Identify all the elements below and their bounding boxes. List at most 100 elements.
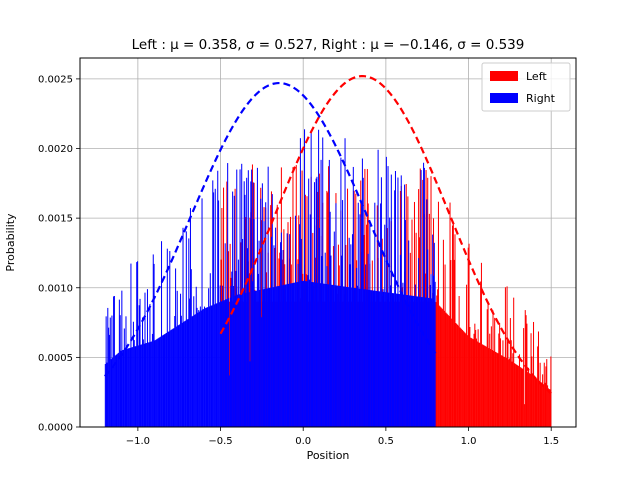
bar-right — [227, 298, 229, 427]
bar-right — [328, 284, 330, 427]
bar-right — [332, 285, 334, 427]
bar-right — [434, 281, 436, 427]
bar-left — [549, 389, 551, 427]
bar-right — [226, 299, 228, 427]
bar-right — [361, 158, 363, 428]
bar-left — [462, 330, 464, 427]
bar-right — [427, 249, 429, 427]
bar-right — [377, 149, 379, 427]
bar-right — [144, 292, 146, 427]
bar-right — [395, 293, 397, 427]
bar-right — [318, 129, 320, 428]
bar-left — [457, 325, 459, 427]
x-axis-label: Position — [307, 449, 350, 462]
bar-right — [300, 238, 302, 427]
bar-right — [242, 290, 244, 427]
bar-right — [199, 311, 201, 427]
bar-right — [340, 157, 342, 428]
bar-right — [311, 282, 313, 427]
bar-right — [222, 285, 224, 427]
bar-right — [428, 297, 430, 427]
bar-left — [529, 373, 531, 427]
bar-right — [289, 234, 291, 427]
bar-right — [155, 339, 157, 427]
bar-left — [475, 338, 477, 427]
bar-right — [177, 325, 179, 427]
bar-right — [143, 343, 145, 427]
bar-right — [326, 266, 328, 427]
bar-right — [350, 244, 352, 427]
bar-right — [354, 288, 356, 427]
bar-right — [379, 291, 381, 427]
bar-right — [104, 363, 106, 427]
bar-right — [288, 283, 290, 427]
bar-right — [388, 292, 390, 427]
bar-right — [417, 296, 419, 427]
bar-left — [485, 346, 487, 427]
bar-right — [154, 340, 156, 427]
bar-left — [509, 358, 511, 427]
bar-right — [433, 242, 435, 427]
y-tick-label: 0.0000 — [38, 423, 73, 434]
bar-right — [394, 190, 396, 427]
bar-right — [108, 334, 110, 427]
bar-left — [478, 342, 480, 427]
bar-right — [302, 280, 304, 427]
bar-right — [211, 305, 213, 427]
bar-right — [282, 250, 284, 427]
bar-left — [490, 326, 492, 427]
y-tick-label: 0.0015 — [38, 214, 73, 225]
bar-left — [480, 281, 482, 427]
bar-right — [392, 293, 394, 427]
bar-right — [272, 287, 274, 427]
bar-right — [424, 297, 426, 427]
bar-right — [142, 339, 144, 427]
bar-right — [397, 177, 399, 427]
bar-left — [466, 335, 468, 427]
bar-left — [510, 340, 512, 427]
bar-right — [418, 296, 420, 427]
bar-left — [532, 375, 534, 427]
bar-left — [537, 346, 539, 427]
bar-right — [243, 181, 245, 427]
bar-right — [195, 286, 197, 427]
bar-left — [539, 362, 541, 427]
bar-left — [467, 247, 469, 427]
bar-right — [353, 287, 355, 427]
bar-right — [370, 290, 373, 427]
bar-right — [356, 267, 358, 427]
bar-right — [387, 166, 389, 428]
bar-left — [490, 349, 492, 427]
bar-right — [401, 294, 403, 427]
legend-label-left: Left — [526, 70, 547, 83]
bar-right — [426, 199, 428, 427]
bar-left — [540, 382, 542, 427]
bar-left — [438, 305, 440, 427]
bar-right — [221, 301, 223, 427]
bar-right — [119, 315, 121, 427]
bar-right — [206, 307, 208, 427]
bar-right — [404, 220, 406, 427]
bar-right — [313, 182, 315, 427]
bar-right — [419, 296, 421, 427]
bar-right — [208, 306, 210, 427]
bar-left — [444, 264, 446, 427]
bar-right — [415, 296, 417, 427]
bar-left — [449, 202, 451, 427]
bar-right — [338, 285, 340, 427]
bar-left — [508, 359, 510, 427]
bar-right — [356, 285, 358, 427]
bar-right — [380, 203, 382, 427]
bar-right — [140, 344, 142, 427]
bar-right — [116, 354, 118, 427]
x-tick-label: 1.5 — [543, 436, 559, 447]
bar-right — [365, 264, 367, 427]
bar-right — [295, 282, 297, 427]
bar-right — [329, 211, 331, 427]
bar-right — [223, 300, 225, 427]
bar-right — [285, 284, 287, 427]
bar-right — [408, 240, 410, 427]
bar-right — [218, 200, 220, 427]
bar-right — [237, 294, 239, 427]
legend-swatch-left — [490, 71, 518, 81]
